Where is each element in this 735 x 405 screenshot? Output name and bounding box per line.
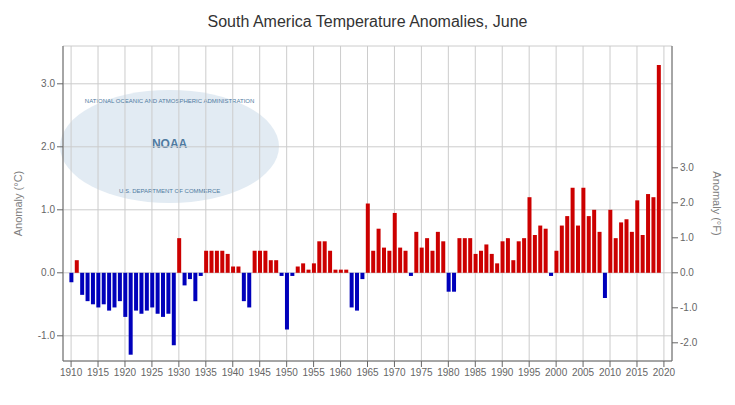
svg-text:1960: 1960 [329,367,352,378]
svg-text:2020: 2020 [653,367,676,378]
svg-text:1990: 1990 [491,367,514,378]
svg-text:1965: 1965 [356,367,379,378]
svg-text:2010: 2010 [599,367,622,378]
svg-text:Anomaly (°C): Anomaly (°C) [12,171,24,237]
svg-text:3.0: 3.0 [680,162,694,173]
svg-text:2015: 2015 [626,367,649,378]
svg-text:Anomaly (°F): Anomaly (°F) [711,171,723,235]
svg-text:2.0: 2.0 [41,141,55,152]
svg-text:1930: 1930 [168,367,191,378]
svg-text:1950: 1950 [276,367,299,378]
svg-text:1995: 1995 [518,367,541,378]
svg-text:0.0: 0.0 [680,267,694,278]
svg-text:1925: 1925 [141,367,164,378]
svg-text:1910: 1910 [60,367,83,378]
html-text:U.S. DEPARTMENT OF COMMERCE: U.S. DEPARTMENT OF COMMERCE [118,188,221,194]
svg-text:1.0: 1.0 [41,204,55,215]
svg-text:1980: 1980 [437,367,460,378]
svg-text:1955: 1955 [302,367,325,378]
svg-text:-1.0: -1.0 [38,330,56,341]
svg-text:-2.0: -2.0 [680,337,698,348]
svg-text:-1.0: -1.0 [680,302,698,313]
svg-text:2000: 2000 [545,367,568,378]
svg-text:1975: 1975 [410,367,433,378]
svg-text:1920: 1920 [114,367,137,378]
svg-text:1970: 1970 [383,367,406,378]
svg-text:1945: 1945 [249,367,272,378]
html-text:NOAA: NOAA [151,136,188,151]
svg-text:1935: 1935 [195,367,218,378]
svg-text:1985: 1985 [464,367,487,378]
svg-text:2.0: 2.0 [680,197,694,208]
svg-text:1940: 1940 [222,367,245,378]
svg-text:0.0: 0.0 [41,267,55,278]
html-text:South America Temperature Anom: South America Temperature Anomalies, Jun… [207,13,528,30]
svg-text:3.0: 3.0 [41,78,55,89]
html-text:NATIONAL OCEANIC AND ATMOSPHER: NATIONAL OCEANIC AND ATMOSPHERIC ADMINIS… [84,98,255,105]
svg-text:1.0: 1.0 [680,232,694,243]
svg-text:2005: 2005 [572,367,595,378]
svg-text:1915: 1915 [87,367,110,378]
